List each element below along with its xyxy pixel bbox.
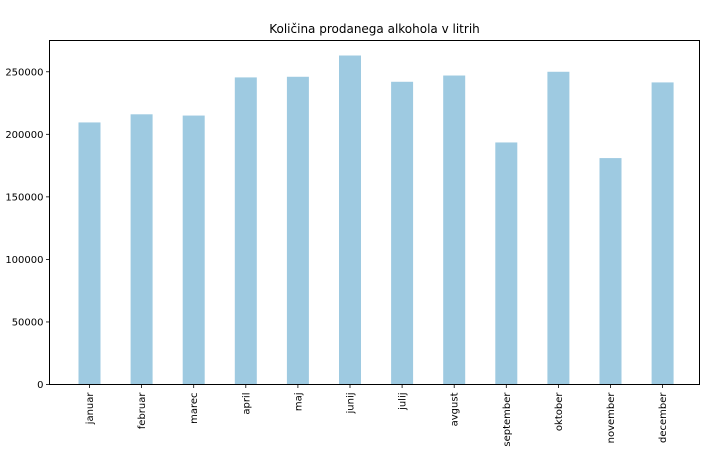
- bar-januar: [78, 122, 101, 385]
- x-tick-label-maj: maj: [293, 393, 304, 412]
- x-tick-label-september: september: [502, 392, 513, 447]
- y-tick-label: 250000: [5, 67, 43, 78]
- x-tick-label-november: november: [606, 392, 617, 444]
- x-tick-label-januar: januar: [85, 392, 96, 426]
- bar-marec: [182, 115, 205, 385]
- bars-group: [78, 55, 674, 385]
- bar-maj: [286, 76, 309, 385]
- x-tick-label-julij: julij: [398, 393, 409, 411]
- bar-julij: [391, 81, 414, 385]
- bar-november: [599, 158, 622, 385]
- bar-oktober: [547, 71, 570, 385]
- bar-februar: [130, 114, 153, 385]
- y-tick-label: 100000: [5, 255, 43, 266]
- bar-avgust: [443, 75, 466, 385]
- bar-junij: [339, 55, 361, 385]
- x-tick-label-april: april: [241, 393, 252, 415]
- bar-december: [651, 82, 674, 385]
- bar-april: [234, 77, 257, 385]
- y-tick-label: 150000: [5, 192, 43, 203]
- x-tick-label-marec: marec: [189, 393, 200, 424]
- plot-frame: [49, 40, 700, 385]
- x-tick-label-oktober: oktober: [554, 392, 565, 431]
- y-axis: 0 50000 100000 150000 200000 250000: [5, 67, 50, 391]
- y-tick-label: 50000: [12, 317, 44, 328]
- x-tick-label-december: december: [658, 392, 669, 443]
- x-tick-label-junij: junij: [346, 393, 357, 415]
- x-tick-label-avgust: avgust: [450, 392, 461, 426]
- y-tick-label: 0: [37, 380, 43, 391]
- bar-september: [495, 142, 518, 385]
- x-tick-label-februar: februar: [137, 392, 148, 430]
- x-axis: januar februar marec april maj junij julij avgu…: [85, 384, 669, 447]
- y-tick-label: 200000: [5, 130, 43, 141]
- chart-title: Količina prodanega alkohola v litrih: [269, 22, 480, 36]
